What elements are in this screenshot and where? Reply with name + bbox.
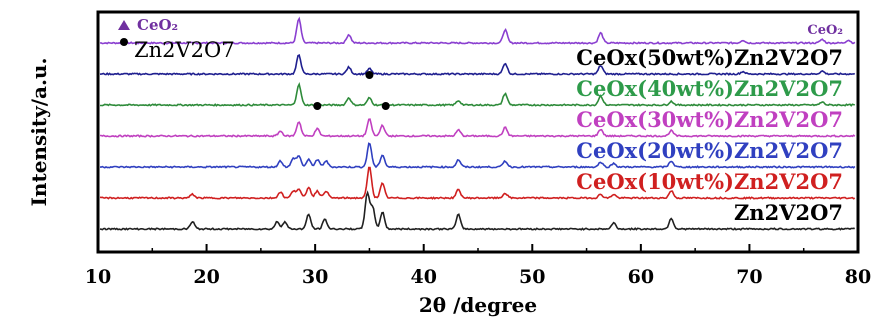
legend-dot-icon (120, 38, 128, 46)
x-axis: 10 20 30 40 50 60 70 80 (85, 244, 871, 288)
x-tick-label-7: 80 (845, 266, 871, 288)
peak-marker-2 (381, 102, 390, 110)
x-tick-label-2: 30 (302, 266, 328, 288)
series-line-1 (99, 53, 855, 76)
series-label-2: CeOx(40wt%)Zn2V2O7 (576, 76, 843, 101)
x-tick-label-5: 60 (628, 266, 654, 288)
x-tick-label-4: 50 (519, 266, 545, 288)
x-tick-label-0: 10 (85, 266, 111, 288)
series-layer (99, 16, 856, 231)
series-label-0: CeO₂ (807, 23, 843, 38)
legend-label-1: Zn2V2O7 (134, 38, 235, 62)
legend: CeO₂ Zn2V2O7 (118, 16, 235, 62)
series-line-6 (99, 190, 855, 231)
plot-area (96, 10, 860, 254)
legend-label-0: CeO₂ (137, 16, 178, 34)
series-label-3: CeOx(30wt%)Zn2V2O7 (576, 107, 843, 132)
x-tick-label-6: 70 (736, 266, 762, 288)
y-axis-label: Intensity/a.u. (27, 58, 51, 207)
series-labels: CeO₂ CeOx(50wt%)Zn2V2O7 CeOx(40wt%)Zn2V2O7… (576, 23, 843, 225)
x-axis-label: 2θ /degree (419, 293, 537, 317)
peak-marker-1 (365, 71, 374, 79)
peak-marker-0 (313, 102, 322, 110)
x-tick-label-3: 40 (410, 266, 436, 288)
series-label-4: CeOx(20wt%)Zn2V2O7 (576, 138, 843, 163)
series-label-1: CeOx(50wt%)Zn2V2O7 (576, 45, 843, 70)
series-label-5: CeOx(10wt%)Zn2V2O7 (576, 169, 843, 194)
series-line-5 (99, 166, 856, 200)
series-label-6: Zn2V2O7 (734, 200, 843, 225)
series-line-0 (99, 16, 856, 45)
x-tick-label-1: 20 (193, 266, 219, 288)
series-line-4 (100, 142, 856, 169)
series-line-2 (100, 82, 855, 107)
series-line-3 (100, 118, 856, 138)
legend-triangle-icon (118, 20, 130, 30)
